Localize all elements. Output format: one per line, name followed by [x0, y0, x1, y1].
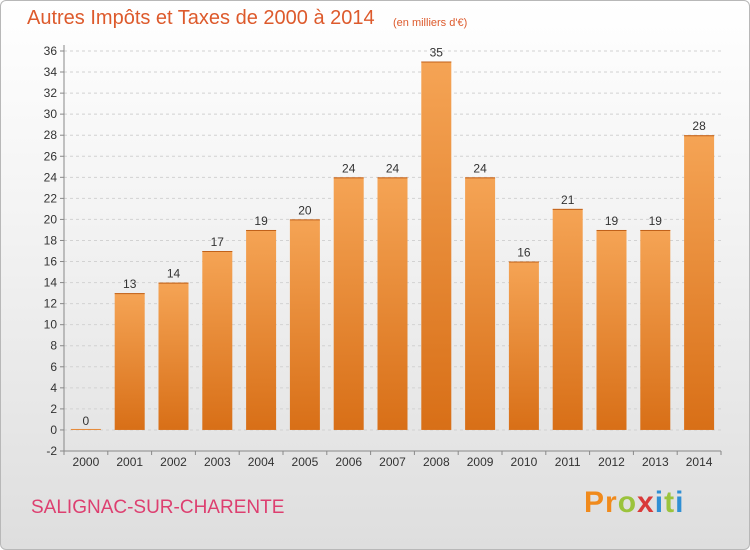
y-tick-label: 6 [50, 360, 57, 374]
x-tick-label-2012: 2012 [598, 455, 625, 469]
axes [60, 45, 722, 455]
x-tick-label-2002: 2002 [160, 455, 187, 469]
y-tick-label: 10 [44, 318, 58, 332]
y-tick-label: 2 [50, 402, 57, 416]
logo-letter: i [675, 486, 685, 519]
bar-2010 [508, 261, 539, 430]
x-tick-label-2008: 2008 [423, 455, 450, 469]
value-label-2011: 21 [561, 193, 575, 207]
bar-2000 [70, 428, 101, 430]
bar-2008 [421, 61, 452, 430]
bar-2009 [465, 177, 496, 430]
y-tick-label: 12 [44, 297, 58, 311]
y-tick-label: 26 [44, 149, 58, 163]
bar-2007 [377, 177, 408, 430]
y-tick-label: 22 [44, 191, 58, 205]
chart-unit-note: (en milliers d'€) [393, 17, 468, 29]
x-tick-label-2014: 2014 [686, 455, 713, 469]
bar-2011 [552, 208, 583, 430]
bar-2002 [158, 282, 189, 430]
bar-2005 [289, 219, 320, 430]
logo-letter: x [637, 486, 655, 519]
y-tick-label: 34 [44, 65, 58, 79]
x-tick-label-2009: 2009 [467, 455, 494, 469]
x-tick-label-2001: 2001 [116, 455, 143, 469]
y-tick-label: 14 [44, 276, 58, 290]
value-label-2010: 16 [517, 246, 531, 260]
proxiti-logo: Proxiti [584, 488, 684, 518]
value-label-2013: 19 [649, 214, 663, 228]
x-tick-label-2006: 2006 [335, 455, 362, 469]
value-label-2001: 13 [123, 277, 137, 291]
y-tick-label: -2 [46, 444, 57, 458]
bar-2001 [114, 293, 145, 430]
logo-letter: i [654, 486, 665, 519]
logo-letter: r [605, 486, 618, 519]
value-label-2012: 19 [605, 214, 619, 228]
bar-2014 [684, 135, 715, 430]
y-tick-label: 20 [44, 212, 58, 226]
x-tick-label-2000: 2000 [73, 455, 100, 469]
logo-letter: P [584, 486, 606, 519]
value-label-2014: 28 [692, 119, 706, 133]
x-tick-label-2010: 2010 [511, 455, 538, 469]
value-label-2009: 24 [473, 161, 487, 175]
x-tick-label-2011: 2011 [555, 455, 581, 469]
value-label-2008: 35 [430, 46, 444, 60]
logo-letter: o [617, 486, 638, 519]
value-label-2004: 19 [254, 214, 268, 228]
y-tick-label: 24 [44, 170, 58, 184]
y-tick-label: 4 [50, 381, 57, 395]
commune-name: SALIGNAC-SUR-CHARENTE [31, 497, 285, 518]
value-label-2006: 24 [342, 161, 356, 175]
bar-2006 [333, 177, 364, 430]
y-tick-label: 18 [44, 233, 58, 247]
y-tick-label: 30 [44, 107, 58, 121]
y-tick-label: 36 [44, 44, 58, 58]
bar-2012 [596, 229, 627, 430]
x-tick-label-2003: 2003 [204, 455, 231, 469]
value-label-2005: 20 [298, 203, 312, 217]
x-tick-label-2007: 2007 [379, 455, 406, 469]
bars [70, 61, 715, 430]
value-label-2002: 14 [167, 267, 181, 281]
chart-title: Autres Impôts et Taxes de 2000 à 2014 [27, 7, 375, 29]
x-tick-label-2004: 2004 [248, 455, 275, 469]
value-label-2003: 17 [211, 235, 225, 249]
y-tick-label: 0 [50, 423, 57, 437]
y-tick-label: 28 [44, 128, 58, 142]
y-tick-label: 32 [44, 86, 58, 100]
y-tick-label: 8 [50, 339, 57, 353]
x-tick-label-2013: 2013 [642, 455, 669, 469]
x-tick-label-2005: 2005 [292, 455, 319, 469]
labels: -202468101214161820222426283032343602000… [44, 44, 713, 469]
bar-2004 [246, 229, 277, 430]
bar-2003 [202, 251, 233, 430]
value-label-2000: 0 [83, 414, 90, 428]
logo-letter: t [664, 486, 676, 519]
y-tick-label: 16 [44, 255, 58, 269]
bar-2013 [640, 229, 671, 430]
value-label-2007: 24 [386, 161, 400, 175]
